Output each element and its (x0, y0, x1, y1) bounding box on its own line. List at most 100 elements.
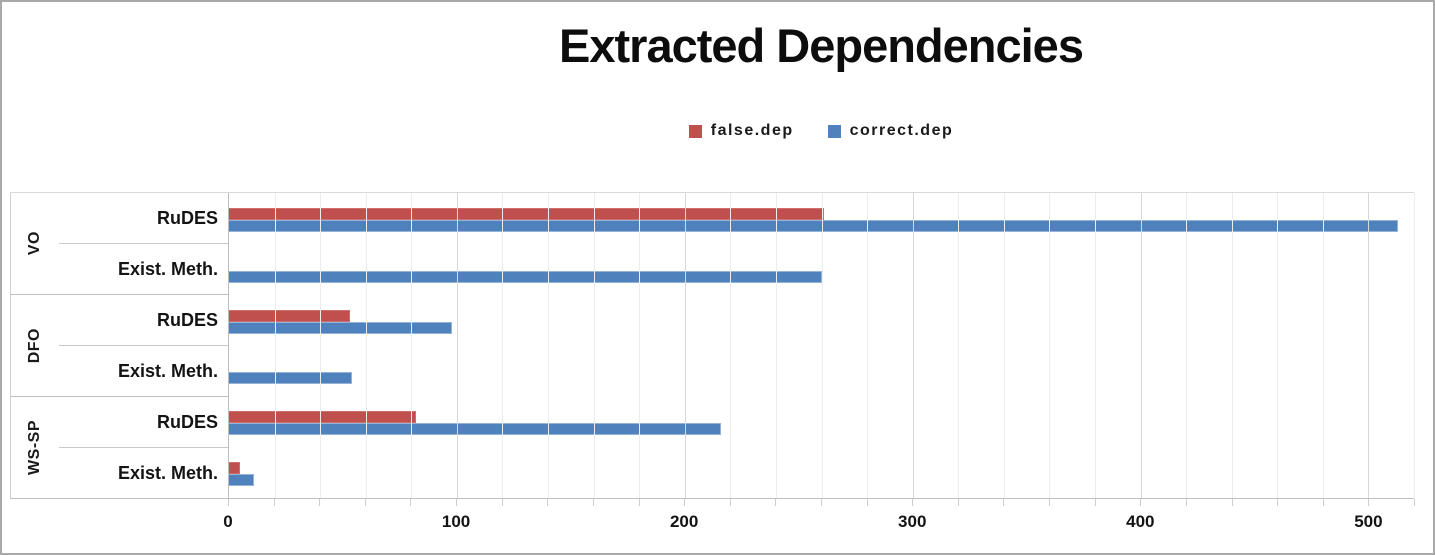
x-tick-label: 400 (1126, 512, 1155, 531)
gridline (274, 193, 276, 498)
category-axis: VO RuDES Exist. Meth. DFO RuDES Exist. Meth. W… (10, 193, 228, 498)
tick-mark (1322, 499, 1324, 506)
leaf-label: Exist. Meth. (117, 360, 218, 381)
bar-rows (229, 193, 1414, 498)
tick-mark (821, 499, 822, 506)
tick-mark (1414, 499, 1415, 506)
gridline (639, 193, 641, 498)
group-label: DFO (26, 327, 43, 364)
legend: false.dep correct.dep (228, 122, 1414, 140)
gridline (775, 193, 777, 498)
tick-mark (1049, 499, 1051, 506)
gridline (684, 193, 686, 498)
x-axis-labels: 0 100 200 300 400 500 (223, 512, 1414, 542)
false-dep-bar (229, 462, 241, 475)
correct-dep-swatch-icon (827, 124, 841, 138)
tick-mark (1231, 499, 1233, 506)
tick-mark (273, 499, 275, 506)
legend-label-false-dep: false.dep (710, 122, 794, 139)
tick-mark (1003, 499, 1005, 506)
false-dep-swatch-icon (688, 124, 702, 138)
tick-mark (547, 499, 549, 506)
gridline (1231, 193, 1233, 498)
false-dep-bar (229, 208, 824, 220)
bar-row (229, 396, 1414, 447)
leaf-label: Exist. Meth. (117, 258, 218, 279)
group-label: VO (26, 231, 43, 256)
gridline (320, 193, 322, 498)
leaf-row: RuDES (59, 397, 228, 447)
x-tick-label: 100 (441, 512, 471, 531)
leaf-label: RuDES (156, 309, 218, 330)
gridline (365, 193, 367, 498)
bar-row (229, 193, 1414, 244)
leaf-col: RuDES Exist. Meth. (59, 295, 228, 396)
bar-row (229, 244, 1414, 295)
x-tick-label: 300 (898, 512, 927, 531)
gridline (1414, 193, 1415, 498)
x-axis-ticks (228, 499, 1415, 508)
gridline (1277, 193, 1279, 498)
gridline (1049, 193, 1051, 498)
leaf-col: RuDES Exist. Meth. (59, 193, 228, 294)
chart-title: Extracted Dependencies (559, 19, 1084, 72)
leaf-row: Exist. Meth. (59, 243, 228, 294)
x-tick-label: 500 (1354, 512, 1383, 531)
group-label-cell: WS-SP (11, 397, 59, 498)
false-dep-bar (229, 411, 416, 424)
correct-dep-bar (229, 270, 822, 283)
tick-mark (319, 499, 321, 506)
plot-region: VO RuDES Exist. Meth. DFO RuDES Exist. Meth. W… (10, 192, 1415, 499)
group-label-cell: DFO (11, 295, 59, 396)
leaf-row: RuDES (59, 295, 228, 345)
tick-mark (866, 499, 868, 506)
tick-mark (912, 499, 914, 506)
gridline (867, 193, 869, 498)
category-group: WS-SP RuDES Exist. Meth. (11, 396, 228, 498)
tick-mark (1185, 499, 1187, 506)
false-dep-bar (229, 309, 350, 322)
gridline (912, 193, 914, 498)
gridline (411, 193, 413, 498)
tick-mark (957, 499, 959, 506)
leaf-col: RuDES Exist. Meth. (59, 397, 228, 498)
gridline (730, 193, 732, 498)
category-group: VO RuDES Exist. Meth. (11, 193, 228, 294)
bar-row (229, 295, 1414, 346)
plot-area (228, 193, 1415, 498)
gridline (1186, 193, 1188, 498)
gridline (548, 193, 550, 498)
group-label-cell: VO (11, 193, 59, 294)
gridline (456, 193, 458, 498)
gridline (593, 193, 595, 498)
gridline (502, 193, 504, 498)
legend-item-false-dep: false.dep (688, 122, 794, 140)
gridline (1140, 193, 1142, 498)
leaf-row: RuDES (59, 193, 228, 243)
leaf-row: Exist. Meth. (59, 345, 228, 396)
correct-dep-bar (229, 474, 255, 487)
leaf-label: Exist. Meth. (117, 462, 218, 483)
tick-mark (1140, 499, 1142, 506)
tick-mark (775, 499, 777, 506)
tick-mark (501, 499, 503, 506)
tick-mark (592, 499, 594, 506)
tick-mark (1094, 499, 1096, 506)
tick-mark (228, 499, 229, 506)
gridline (1094, 193, 1096, 498)
tick-mark (364, 499, 366, 506)
x-tick-label: 200 (669, 512, 699, 531)
bar-row (229, 345, 1414, 396)
tick-mark (1277, 499, 1279, 506)
leaf-row: Exist. Meth. (59, 447, 228, 498)
gridline (1003, 193, 1005, 498)
leaf-label: RuDES (156, 207, 218, 228)
correct-dep-bar (229, 321, 453, 334)
tick-mark (410, 499, 412, 506)
category-group: DFO RuDES Exist. Meth. (11, 294, 228, 396)
correct-dep-bar (229, 372, 353, 385)
tick-mark (456, 499, 458, 506)
gridline (1322, 193, 1324, 498)
leaf-label: RuDES (156, 411, 218, 432)
